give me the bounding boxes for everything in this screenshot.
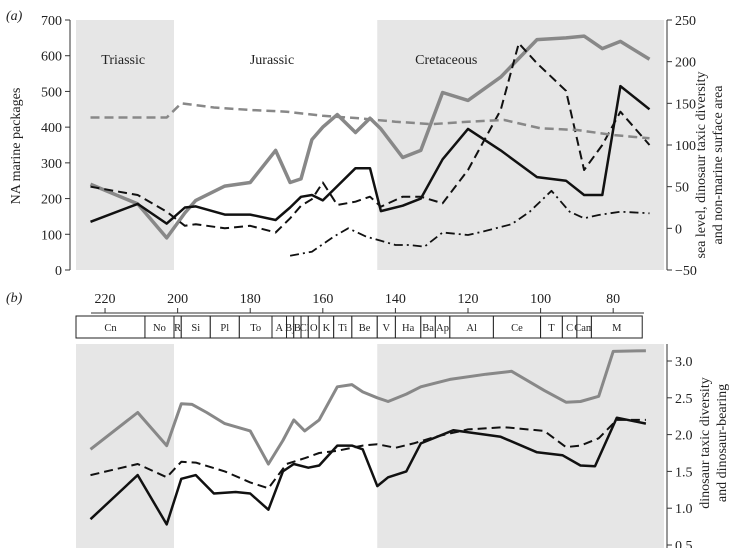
panel-a-series-4: [90, 102, 650, 140]
y-right-tick-label: 150: [675, 97, 696, 112]
time-axis-tick-label: 140: [385, 292, 406, 307]
period-label-triassic: Triassic: [101, 53, 145, 68]
panel-a-shading: [76, 20, 664, 270]
y-right-b-axis-label-line2: and dinosaur-bearing: [715, 384, 730, 502]
stage-label-no: No: [153, 323, 166, 334]
panel-a-series-3: [90, 42, 651, 234]
y-right-tick-label: 200: [675, 56, 696, 71]
y-right-b-tick-label: 3.0: [675, 355, 693, 370]
stage-label-k: K: [323, 323, 331, 334]
y-left-tick-label: 300: [41, 157, 62, 172]
panel-a-shade-2: [377, 20, 664, 270]
panel-a-series-5: [289, 189, 650, 257]
y-right-tick-label: 0: [675, 222, 682, 237]
period-label-jurassic: Jurassic: [250, 53, 294, 68]
y-right-axis-label-line2: and non-marine surface area: [711, 85, 726, 245]
panel-a-series: [89, 34, 651, 257]
y-left-tick-label: 700: [41, 14, 62, 29]
time-axis-tick-label: 160: [312, 292, 333, 307]
stage-label-al: Al: [466, 323, 477, 334]
y-right-tick-label: 50: [675, 181, 689, 196]
stage-label-ba: Ba: [422, 323, 434, 334]
time-axis-tick-label: 180: [240, 292, 261, 307]
time-axis-tick-label: 200: [167, 292, 188, 307]
panel-a-series-2: [90, 84, 651, 225]
stage-label-ap: Ap: [436, 323, 449, 334]
panel-a-period-labels: Triassic Jurassic Cretaceous: [101, 53, 477, 68]
y-left-tick-label: 400: [41, 121, 62, 136]
time-axis-tick-label: 80: [606, 292, 620, 307]
period-label-cretaceous: Cretaceous: [415, 53, 477, 68]
y-right-b-tick-label: 1.0: [675, 502, 693, 517]
stage-label-b: B: [294, 323, 301, 334]
y-left-tick-label: 500: [41, 85, 62, 100]
stage-label-ha: Ha: [402, 323, 415, 334]
stage-label-r: R: [174, 323, 181, 334]
y-right-tick-label: 100: [675, 139, 696, 154]
time-axis-tick-label: 120: [458, 292, 479, 307]
stage-label-o: O: [310, 323, 318, 334]
time-axis-tick-label: 100: [530, 292, 551, 307]
y-right-b-axis-label-line1: dinosaur taxic diversity: [698, 377, 713, 508]
stage-label-si: Si: [191, 323, 200, 334]
stage-label-cn: Cn: [104, 323, 117, 334]
panel-a-series-1: [89, 34, 651, 240]
stage-label-t: T: [548, 323, 555, 334]
panel-a-axes: 0 100 200 300 400 500 600 700 −50 0 50 100 150 200 250: [41, 14, 697, 279]
panel-b-label: (b): [6, 291, 23, 306]
y-left-axis-label: NA marine packages: [9, 88, 24, 205]
stage-label-ti: Ti: [338, 323, 347, 334]
y-right-b-tick-label: 2.5: [675, 392, 693, 407]
y-right-tick-label: −50: [675, 264, 697, 279]
y-right-b-tick-label: 0.5: [675, 539, 693, 548]
y-right-tick-label: 250: [675, 14, 696, 29]
stage-label-pl: Pl: [220, 323, 229, 334]
panel-a: (a) 0 100 200 300 400 500 600 700 −50 0 50 100 150 20…: [6, 9, 726, 279]
panel-b: (b) 220 200 180 160 140 120 100 80 Cn No R Si Pl To A…: [6, 291, 730, 548]
y-left-tick-label: 600: [41, 50, 62, 65]
stage-label-cam: Cam: [574, 323, 594, 334]
panel-b-series-1: [89, 349, 646, 466]
stage-label-v: V: [383, 323, 391, 334]
y-right-b-tick-label: 1.5: [675, 465, 693, 480]
stage-label-be: Be: [359, 323, 371, 334]
panel-a-label: (a): [6, 9, 23, 24]
time-axis-tick-label: 220: [95, 292, 116, 307]
stage-box-m: [590, 315, 643, 339]
stage-label-bj: Bj: [285, 323, 295, 334]
stage-label-m: M: [612, 323, 622, 334]
y-left-tick-label: 200: [41, 193, 62, 208]
stage-label-ce: Ce: [511, 323, 523, 334]
stage-label-c: C: [566, 323, 573, 334]
panel-b-axes: 0.5 1.0 1.5 2.0 2.5 3.0: [666, 344, 693, 548]
y-left-tick-label: 0: [55, 264, 62, 279]
panel-b-series: [89, 349, 647, 526]
stage-label-a: A: [275, 323, 283, 334]
stage-label-cl: Cl: [300, 323, 310, 334]
y-left-tick-label: 100: [41, 228, 62, 243]
time-axis: 220 200 180 160 140 120 100 80: [91, 292, 644, 314]
y-right-b-tick-label: 2.0: [675, 429, 693, 444]
y-right-axis-label-line1: sea level, dinosaur taxic diversity: [694, 72, 709, 259]
panel-b-series-3: [89, 416, 647, 526]
stage-label-to: To: [250, 323, 261, 334]
